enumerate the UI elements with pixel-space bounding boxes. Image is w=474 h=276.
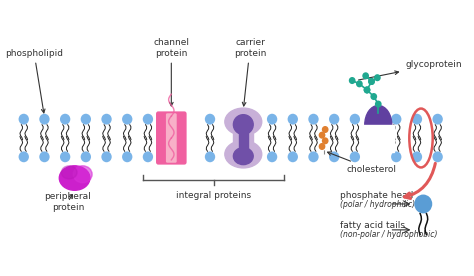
Text: channel
protein: channel protein xyxy=(153,38,189,106)
Circle shape xyxy=(329,152,339,162)
Circle shape xyxy=(364,86,370,94)
Text: carrier
protein: carrier protein xyxy=(234,38,266,106)
Circle shape xyxy=(432,114,443,124)
Ellipse shape xyxy=(233,148,253,164)
Circle shape xyxy=(319,143,326,150)
Circle shape xyxy=(412,114,422,124)
Text: phosphate head: phosphate head xyxy=(340,191,413,200)
Circle shape xyxy=(101,114,112,124)
Circle shape xyxy=(329,114,339,124)
Ellipse shape xyxy=(225,108,262,136)
Circle shape xyxy=(368,78,375,85)
Circle shape xyxy=(81,114,91,124)
Circle shape xyxy=(349,77,356,84)
Text: (polar / hydrophilic): (polar / hydrophilic) xyxy=(340,200,415,209)
Circle shape xyxy=(432,152,443,162)
Circle shape xyxy=(370,93,377,100)
Ellipse shape xyxy=(73,166,92,183)
Circle shape xyxy=(60,114,70,124)
Circle shape xyxy=(288,114,298,124)
Text: phospholipid: phospholipid xyxy=(5,49,63,113)
Circle shape xyxy=(375,100,382,108)
Circle shape xyxy=(39,152,50,162)
Circle shape xyxy=(356,80,363,87)
Circle shape xyxy=(308,114,319,124)
Ellipse shape xyxy=(233,115,253,134)
Circle shape xyxy=(391,114,401,124)
Circle shape xyxy=(122,152,132,162)
Circle shape xyxy=(319,132,326,139)
Polygon shape xyxy=(239,124,248,152)
Circle shape xyxy=(143,114,153,124)
Circle shape xyxy=(368,78,375,85)
Polygon shape xyxy=(363,125,394,152)
Ellipse shape xyxy=(61,166,77,179)
Circle shape xyxy=(350,152,360,162)
Circle shape xyxy=(18,114,29,124)
Circle shape xyxy=(364,86,370,94)
Text: (non-polar / hydrophobic): (non-polar / hydrophobic) xyxy=(340,230,438,239)
Ellipse shape xyxy=(59,166,90,190)
Circle shape xyxy=(350,114,360,124)
Circle shape xyxy=(122,114,132,124)
FancyBboxPatch shape xyxy=(156,112,187,164)
Circle shape xyxy=(267,152,277,162)
Circle shape xyxy=(39,114,50,124)
Text: cholesterol: cholesterol xyxy=(328,152,397,174)
Text: fatty acid tails: fatty acid tails xyxy=(340,221,405,230)
Circle shape xyxy=(267,114,277,124)
Circle shape xyxy=(60,152,70,162)
FancyBboxPatch shape xyxy=(166,113,177,163)
Ellipse shape xyxy=(365,105,392,144)
Ellipse shape xyxy=(225,140,262,168)
Circle shape xyxy=(308,152,319,162)
Text: glycoprotein: glycoprotein xyxy=(358,60,462,80)
Circle shape xyxy=(412,152,422,162)
Circle shape xyxy=(205,152,215,162)
Circle shape xyxy=(374,74,381,81)
Circle shape xyxy=(143,152,153,162)
Circle shape xyxy=(288,152,298,162)
Circle shape xyxy=(322,126,328,133)
Circle shape xyxy=(362,72,369,79)
Circle shape xyxy=(414,195,432,213)
Circle shape xyxy=(81,152,91,162)
Circle shape xyxy=(322,137,328,144)
Circle shape xyxy=(101,152,112,162)
Text: integral proteins: integral proteins xyxy=(176,191,251,200)
Circle shape xyxy=(18,152,29,162)
Circle shape xyxy=(205,114,215,124)
Polygon shape xyxy=(233,128,253,148)
Circle shape xyxy=(391,152,401,162)
Text: peripheral
protein: peripheral protein xyxy=(45,192,91,212)
